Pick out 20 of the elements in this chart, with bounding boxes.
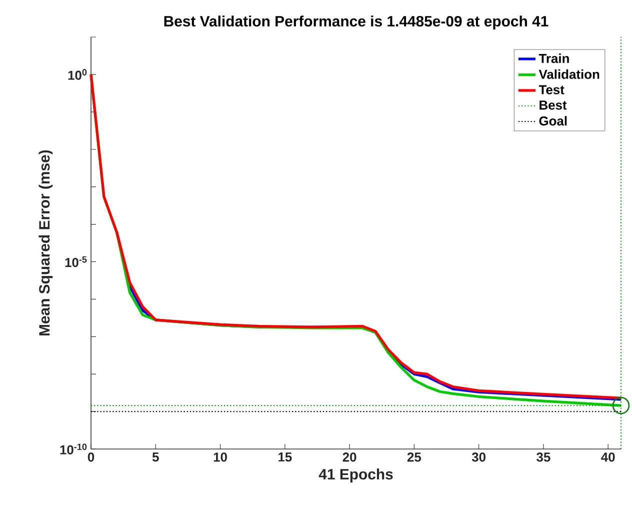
y-tick-label: 10$^{-5}$ (65, 256, 87, 268)
legend-label: Validation (538, 69, 600, 79)
x-tick-label: 40 (601, 452, 615, 462)
y-tick-label: 10$^{-10}$ (60, 444, 87, 454)
chart-title: Best Validation Performance is 1.4485e-09 at epoch 41 (164, 16, 548, 30)
x-tick-label: 20 (342, 452, 356, 462)
y-axis-title: Mean Squared Error (mse) (38, 150, 53, 336)
x-axis-title: 41 Epochs (318, 468, 393, 482)
x-tick-label: 0 (88, 452, 94, 462)
legend-label: Best (540, 100, 567, 110)
y-tick-label: 10$^{0}$ (68, 69, 87, 80)
legend-label: Goal (539, 116, 567, 126)
x-tick-label: 15 (278, 452, 292, 462)
x-tick-label: 30 (472, 452, 486, 462)
x-tick-label: 35 (536, 452, 550, 462)
x-tick-label: 10 (214, 452, 227, 462)
legend-label: Test (538, 85, 564, 94)
x-tick-label: 5 (152, 452, 159, 462)
legend-label: Train (538, 54, 569, 64)
x-tick-label: 25 (407, 452, 422, 462)
